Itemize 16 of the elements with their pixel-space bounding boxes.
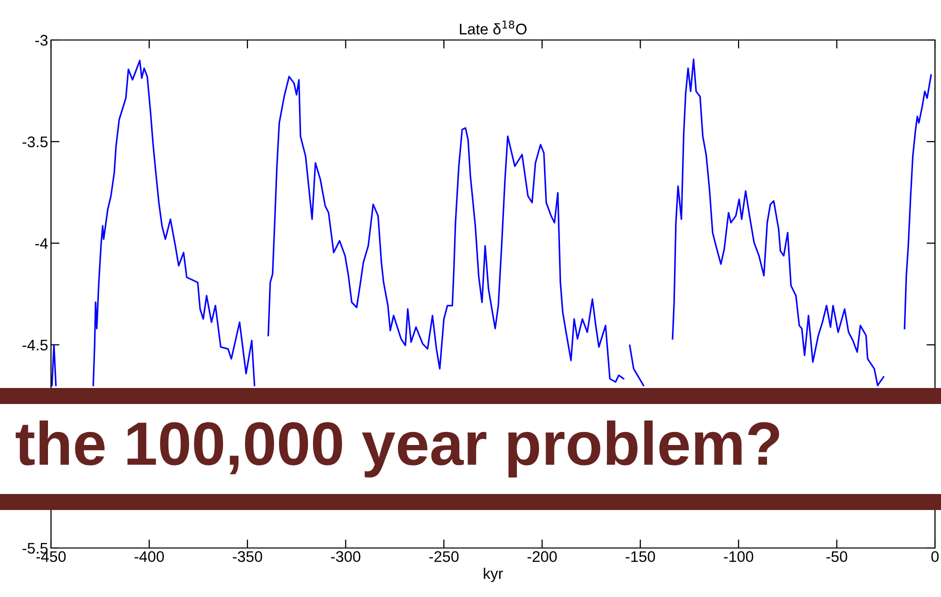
x-tick-label: -200 [528,551,557,562]
x-tick-label: 0 [931,551,939,562]
x-tick-label: -350 [232,551,262,562]
annotation: the 100,000 year problem? [16,420,780,478]
x-tick-label: -400 [134,551,164,562]
x-tick-label: -300 [331,551,360,562]
chart-title: Late δ$^{18}$O [460,20,527,34]
x-tick-label: -50 [826,551,848,562]
x-tick-label: -100 [724,551,754,562]
y-tick-label: -4.5 [22,340,48,350]
x-axis-title: kyr [484,568,503,582]
x-tick-label: -250 [429,551,459,562]
x-tick-label: -150 [626,551,656,562]
y-tick-label: -4 [35,238,48,249]
y-tick-label: -3 [35,34,48,46]
y-tick-label: -3.5 [22,136,48,148]
